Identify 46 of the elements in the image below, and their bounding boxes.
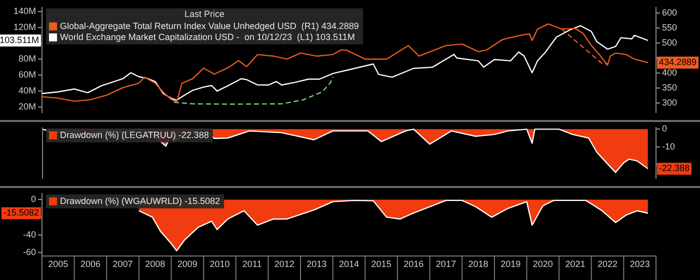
x-tick-label: 2005 [48, 258, 68, 269]
x-tick-label: 2009 [177, 258, 198, 269]
x-tick-label: 2020 [532, 258, 553, 269]
y-tick-label: 40M [18, 86, 36, 96]
legend-title: Last Price [184, 8, 225, 19]
x-tick-label: 2023 [630, 258, 650, 269]
x-tick-label: 2013 [306, 258, 327, 269]
y2-tick-label: 550 [662, 22, 678, 32]
text: 434.2889 [659, 57, 697, 68]
y-tick-label: -60 [22, 246, 36, 257]
line-series [173, 76, 334, 105]
x-tick-label: 2006 [80, 258, 100, 269]
x-tick-label: 2022 [598, 258, 618, 269]
y-tick-label: 120M [13, 22, 36, 32]
x-tick-label: 2019 [500, 258, 521, 269]
x-tick-label: 2021 [565, 258, 586, 269]
y-tick-label: 60M [18, 70, 36, 80]
x-tick-label: 2010 [210, 258, 230, 269]
y2-tick-label: 0 [662, 124, 668, 134]
y2-tick-label: 300 [662, 97, 678, 108]
y-tick-label: 0 [30, 194, 36, 204]
y-tick-label: -40 [22, 229, 36, 240]
legend-label: Drawdown (%) (WGAUWRLD) -15.5082 [60, 196, 220, 206]
text: -22.388 [659, 163, 690, 174]
y-tick-label: 80M [18, 54, 36, 64]
legend-label: Global-Aggregate Total Return Index Value Unhedged USD (R1) 434.2889 [60, 20, 359, 31]
x-tick-label: 2015 [371, 258, 392, 269]
legend-label: World Exchange Market Capitalization USD - on 10/12/23 (L1) 103.511M [60, 32, 355, 42]
x-tick-label: 2018 [468, 258, 488, 269]
y2-tick-label: 500 [662, 37, 678, 48]
x-tick-label: 2012 [274, 258, 294, 269]
x-tick-label: 2017 [436, 258, 456, 269]
y-tick-label: 20M [18, 102, 36, 112]
x-tick-label: 2011 [242, 258, 262, 269]
y2-tick-label: 350 [662, 82, 678, 92]
y2-tick-label: 600 [662, 7, 678, 18]
legend-label: Drawdown (%) (LEGATRUU) -22.388 [60, 130, 209, 140]
x-tick-label: 2007 [112, 258, 133, 269]
y-tick-label: 140M [13, 6, 36, 16]
y2-tick-label: -10 [662, 141, 676, 152]
text: 103.511M [0, 34, 40, 45]
x-tick-label: 2014 [338, 258, 360, 269]
text: -15.5082 [3, 208, 39, 218]
x-tick-label: 2008 [145, 258, 166, 269]
y2-tick-label: 400 [662, 67, 678, 78]
x-tick-label: 2016 [404, 258, 424, 269]
